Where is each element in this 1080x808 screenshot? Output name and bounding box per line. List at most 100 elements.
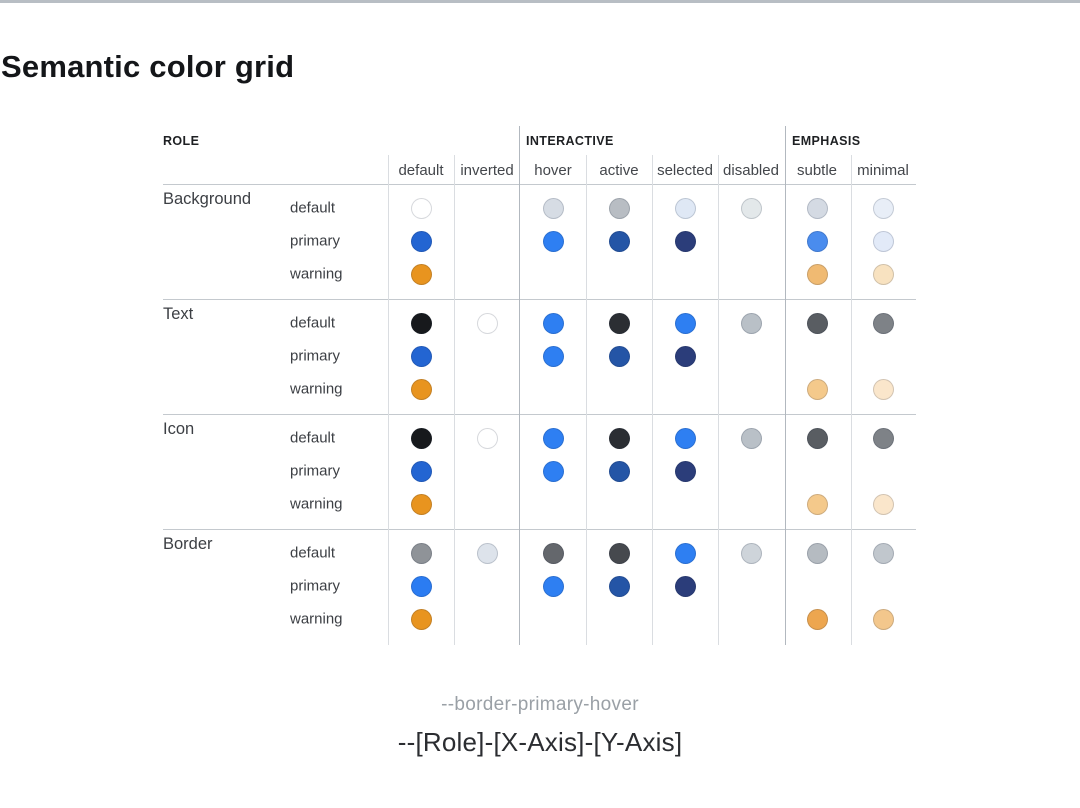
color-dot-border-default-inverted [476, 542, 498, 564]
color-dot-background-primary-minimal [872, 230, 894, 252]
color-dot-border-default-active [608, 542, 630, 564]
color-dot-text-default-selected [674, 312, 696, 334]
group-header-interactive: INTERACTIVE [526, 134, 614, 148]
color-dot-background-default-minimal [872, 197, 894, 219]
color-dot-border-default-selected [674, 542, 696, 564]
role-label-icon: Icon [163, 420, 195, 438]
color-dot-background-warning-subtle [806, 263, 828, 285]
variant-label-default: default [290, 314, 336, 332]
color-dot-border-default-minimal [872, 542, 894, 564]
variant-label-primary: primary [290, 347, 341, 365]
column-header-hover: hover [534, 162, 572, 179]
grid-group-divider [519, 126, 520, 645]
color-dot-background-primary-hover [542, 230, 564, 252]
color-dot-background-default-disabled [740, 197, 762, 219]
color-dot-icon-default-disabled [740, 427, 762, 449]
color-dot-icon-default-minimal [872, 427, 894, 449]
grid-column-divider [851, 155, 852, 645]
grid-column-divider [718, 155, 719, 645]
grid-column-divider [388, 155, 389, 645]
color-dot-background-primary-subtle [806, 230, 828, 252]
color-dot-background-primary-active [608, 230, 630, 252]
color-dot-border-default-default [410, 542, 432, 564]
color-dot-icon-warning-minimal [872, 493, 894, 515]
color-dot-text-warning-minimal [872, 378, 894, 400]
color-dot-icon-default-active [608, 427, 630, 449]
color-dot-text-primary-default [410, 345, 432, 367]
variant-label-warning: warning [290, 265, 343, 283]
color-dot-text-default-minimal [872, 312, 894, 334]
color-dot-border-primary-default [410, 575, 432, 597]
grid-horizontal-rule [163, 299, 916, 300]
variant-label-warning: warning [290, 380, 343, 398]
column-header-subtle: subtle [796, 162, 838, 179]
semantic-color-grid: ROLE INTERACTIVE EMPHASIS default inverted ho… [163, 126, 916, 645]
color-dot-border-default-hover [542, 542, 564, 564]
token-example-caption: --border-primary-hover [441, 694, 639, 715]
grid-column-divider [586, 155, 587, 645]
color-dot-icon-primary-default [410, 460, 432, 482]
variant-label-warning: warning [290, 610, 343, 628]
color-dot-background-default-hover [542, 197, 564, 219]
grid-column-divider [454, 155, 455, 645]
color-dot-background-default-active [608, 197, 630, 219]
color-dot-background-default-subtle [806, 197, 828, 219]
color-dot-border-primary-active [608, 575, 630, 597]
column-header-inverted: inverted [460, 162, 514, 179]
color-dot-border-primary-selected [674, 575, 696, 597]
group-header-role: ROLE [163, 134, 200, 148]
role-label-border: Border [163, 535, 213, 553]
color-dot-icon-default-hover [542, 427, 564, 449]
color-dot-text-primary-hover [542, 345, 564, 367]
column-header-active: active [599, 162, 639, 179]
color-dot-border-default-disabled [740, 542, 762, 564]
column-header-default: default [398, 162, 444, 179]
color-dot-background-primary-default [410, 230, 432, 252]
page-title: Semantic color grid [1, 49, 295, 84]
grid-column-divider [652, 155, 653, 645]
variant-label-default: default [290, 544, 336, 562]
color-dot-text-primary-active [608, 345, 630, 367]
color-dot-icon-warning-subtle [806, 493, 828, 515]
color-dot-background-primary-selected [674, 230, 696, 252]
color-dot-border-warning-default [410, 608, 432, 630]
color-dot-border-primary-hover [542, 575, 564, 597]
role-label-background: Background [163, 190, 252, 208]
group-header-emphasis: EMPHASIS [792, 134, 861, 148]
color-dot-icon-default-subtle [806, 427, 828, 449]
column-header-disabled: disabled [723, 162, 779, 179]
token-formula-caption: --[Role]-[X-Axis]-[Y-Axis] [397, 727, 683, 757]
color-dot-border-warning-minimal [872, 608, 894, 630]
variant-label-default: default [290, 429, 336, 447]
grid-group-divider [785, 126, 786, 645]
grid-horizontal-rule [163, 414, 916, 415]
color-dot-text-default-hover [542, 312, 564, 334]
variant-label-primary: primary [290, 462, 341, 480]
color-dot-text-default-inverted [476, 312, 498, 334]
color-dot-icon-default-inverted [476, 427, 498, 449]
color-dot-icon-primary-selected [674, 460, 696, 482]
color-dot-icon-warning-default [410, 493, 432, 515]
color-dot-background-warning-default [410, 263, 432, 285]
color-dot-background-default-selected [674, 197, 696, 219]
variant-label-default: default [290, 199, 336, 217]
color-dot-text-primary-selected [674, 345, 696, 367]
variant-label-primary: primary [290, 577, 341, 595]
color-dot-icon-primary-active [608, 460, 630, 482]
variant-label-primary: primary [290, 232, 341, 250]
color-dot-border-warning-subtle [806, 608, 828, 630]
color-dot-text-default-disabled [740, 312, 762, 334]
color-dot-icon-default-selected [674, 427, 696, 449]
color-dot-text-default-default [410, 312, 432, 334]
column-header-minimal: minimal [857, 162, 909, 179]
color-dot-text-default-active [608, 312, 630, 334]
color-dot-text-default-subtle [806, 312, 828, 334]
grid-horizontal-rule [163, 184, 916, 185]
role-label-text: Text [163, 305, 194, 323]
grid-horizontal-rule [163, 529, 916, 530]
color-dot-border-default-subtle [806, 542, 828, 564]
color-dot-background-warning-minimal [872, 263, 894, 285]
variant-label-warning: warning [290, 495, 343, 513]
color-dot-background-default-default [410, 197, 432, 219]
